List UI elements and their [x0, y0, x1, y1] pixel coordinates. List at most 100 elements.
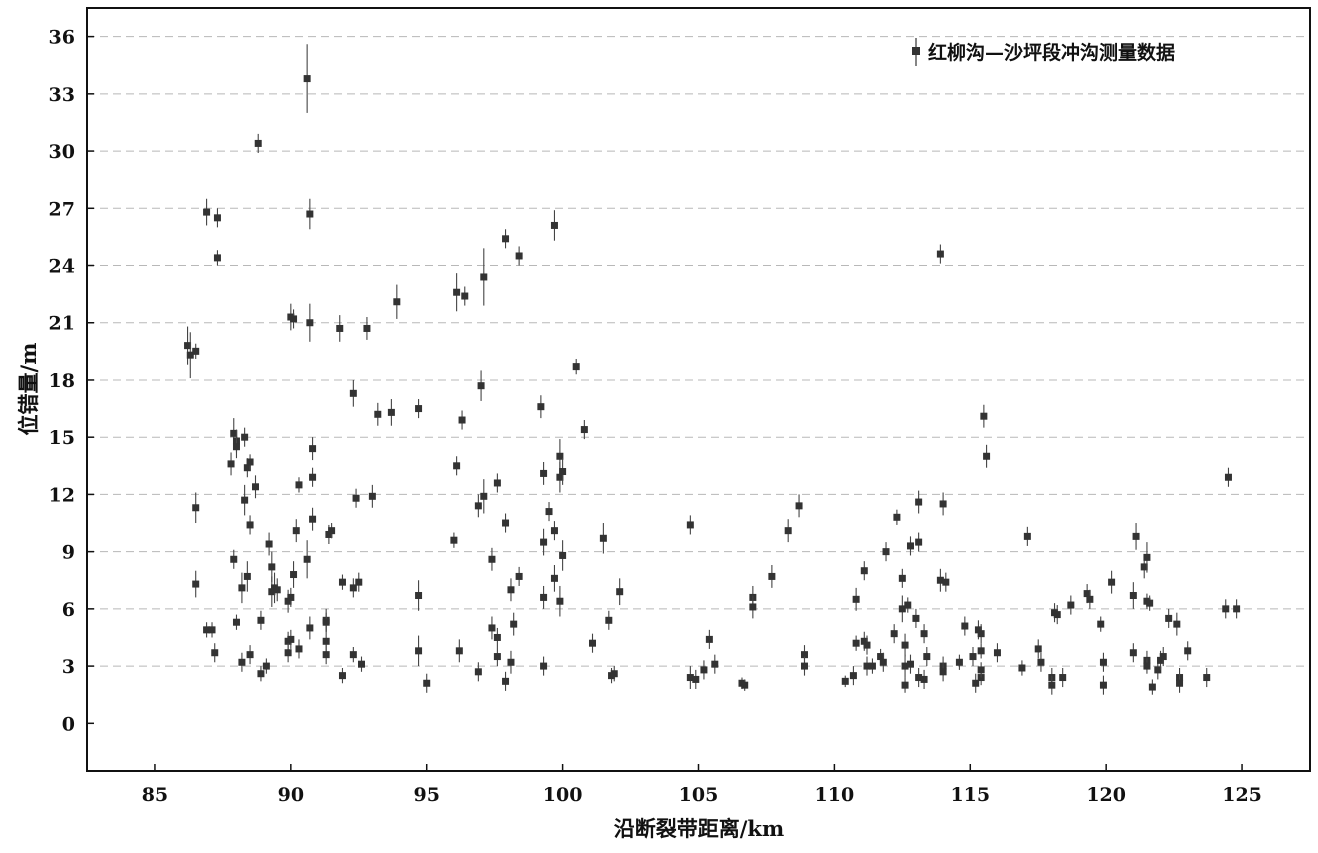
data-point	[605, 610, 613, 630]
point-marker	[540, 469, 548, 477]
point-marker	[450, 536, 458, 544]
data-point	[890, 624, 898, 644]
point-marker	[749, 603, 757, 611]
point-marker	[211, 649, 219, 657]
point-marker	[1148, 683, 1156, 691]
point-marker	[901, 662, 909, 670]
data-point	[868, 658, 876, 674]
point-marker	[537, 403, 545, 411]
point-marker	[1108, 578, 1116, 586]
point-marker	[243, 464, 251, 472]
point-marker	[915, 538, 923, 546]
data-point	[860, 561, 868, 581]
point-marker	[265, 540, 273, 548]
point-marker	[904, 601, 912, 609]
point-marker	[284, 649, 292, 657]
data-point	[556, 585, 564, 617]
data-point	[303, 44, 311, 113]
data-point	[1034, 639, 1042, 659]
data-point	[387, 399, 395, 426]
point-marker	[939, 500, 947, 508]
point-marker	[415, 405, 423, 413]
data-point	[246, 454, 254, 470]
point-marker	[559, 551, 567, 559]
legend-label: 红柳沟—沙坪段冲沟测量数据	[928, 41, 1175, 64]
data-point	[686, 515, 694, 535]
point-marker	[502, 519, 510, 527]
point-marker	[502, 235, 510, 243]
point-marker	[1083, 590, 1091, 598]
point-marker	[540, 662, 548, 670]
data-point	[550, 521, 558, 541]
y-tick-label: 6	[62, 599, 75, 621]
data-point	[306, 616, 314, 640]
point-marker	[705, 635, 713, 643]
point-marker	[841, 677, 849, 685]
data-point	[920, 624, 928, 644]
data-point	[480, 479, 488, 514]
point-marker	[493, 653, 501, 661]
point-marker	[961, 622, 969, 630]
y-tick-label: 3	[62, 656, 75, 678]
data-point	[1165, 608, 1173, 628]
point-marker	[863, 641, 871, 649]
data-point	[303, 540, 311, 579]
data-point	[257, 666, 265, 682]
point-marker	[290, 315, 298, 323]
point-marker	[254, 139, 262, 147]
data-point	[936, 568, 944, 592]
legend-marker	[912, 47, 920, 55]
point-marker	[977, 666, 985, 674]
data-point	[686, 666, 694, 689]
data-point	[898, 568, 906, 588]
data-point	[980, 404, 988, 428]
point-marker	[599, 534, 607, 542]
data-point	[1059, 667, 1067, 688]
point-marker	[920, 630, 928, 638]
point-marker	[972, 679, 980, 687]
point-marker	[868, 662, 876, 670]
data-point	[711, 654, 719, 674]
data-point	[262, 658, 270, 674]
point-marker	[912, 614, 920, 622]
point-marker	[357, 660, 365, 668]
point-marker	[474, 502, 482, 510]
point-marker	[898, 574, 906, 582]
data-point	[186, 332, 194, 379]
point-marker	[920, 675, 928, 683]
point-marker	[969, 653, 977, 661]
point-marker	[1203, 674, 1211, 682]
data-point	[287, 587, 295, 607]
data-point	[453, 456, 461, 476]
data-points	[184, 44, 1241, 695]
point-marker	[336, 324, 344, 332]
data-point	[415, 399, 423, 419]
data-point	[1099, 675, 1107, 695]
x-tick-label: 120	[1086, 784, 1126, 806]
point-marker	[939, 668, 947, 676]
point-marker	[977, 630, 985, 638]
data-point	[1203, 667, 1211, 688]
point-marker	[540, 538, 548, 546]
point-marker	[510, 620, 518, 628]
point-marker	[1143, 553, 1151, 561]
data-point	[795, 494, 803, 518]
point-marker	[550, 221, 558, 229]
data-point	[415, 635, 423, 667]
point-marker	[977, 647, 985, 655]
data-point	[1224, 467, 1232, 487]
data-point	[192, 492, 200, 524]
y-tick-label: 9	[62, 542, 75, 564]
point-marker	[692, 675, 700, 683]
point-marker	[906, 542, 914, 550]
data-point	[784, 519, 792, 543]
point-marker	[325, 530, 333, 538]
point-marker	[453, 462, 461, 470]
point-marker	[309, 473, 317, 481]
plot-frame	[86, 7, 1311, 772]
data-point	[232, 614, 240, 630]
point-marker	[243, 572, 251, 580]
data-point	[972, 673, 980, 693]
point-marker	[863, 662, 871, 670]
point-marker	[936, 250, 944, 258]
